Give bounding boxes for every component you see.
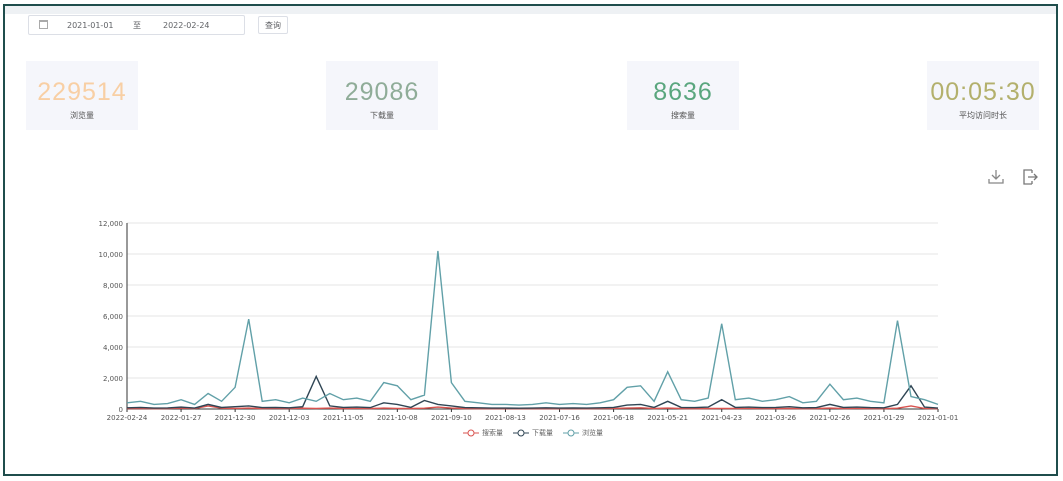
stat-value: 8636	[653, 78, 713, 106]
query-button[interactable]: 查询	[258, 16, 288, 34]
x-tick-label: 2021-10-08	[377, 414, 418, 422]
legend-marker-icon	[563, 429, 579, 437]
x-tick-label: 2021-08-13	[485, 414, 526, 422]
x-tick-label: 2022-01-27	[161, 414, 202, 422]
stat-card-downloads: 29086 下载量	[326, 61, 438, 130]
stat-card-searches: 8636 搜索量	[627, 61, 739, 130]
x-tick-label: 2021-05-21	[647, 414, 688, 422]
y-tick-label: 6,000	[103, 313, 123, 321]
x-tick-label: 2021-01-01	[918, 414, 959, 422]
dashboard-panel: 2021-01-01 至 2022-02-24 查询 229514 浏览量 29…	[3, 4, 1058, 476]
export-icon[interactable]	[1021, 168, 1039, 186]
legend-item-downloads[interactable]: 下载量	[513, 428, 553, 438]
stat-label: 平均访问时长	[959, 111, 1007, 120]
x-tick-label: 2021-11-05	[323, 414, 364, 422]
x-tick-label: 2021-06-18	[593, 414, 634, 422]
x-tick-label: 2021-07-16	[539, 414, 580, 422]
calendar-icon	[39, 20, 48, 29]
x-tick-label: 2021-09-10	[431, 414, 472, 422]
top-strip	[5, 6, 1056, 14]
x-tick-label: 2021-02-26	[810, 414, 851, 422]
x-tick-label: 2021-03-26	[755, 414, 796, 422]
y-tick-label: 4,000	[103, 344, 123, 352]
stat-label: 搜索量	[671, 111, 695, 120]
x-tick-label: 2021-12-30	[215, 414, 256, 422]
x-tick-label: 2022-02-24	[107, 414, 148, 422]
legend-label: 搜索量	[482, 429, 503, 437]
stat-value: 29086	[344, 78, 420, 106]
chart-legend: 搜索量 下载量 浏览量	[463, 428, 603, 438]
x-tick-label: 2021-01-29	[864, 414, 905, 422]
x-tick-label: 2021-04-23	[701, 414, 742, 422]
download-icon[interactable]	[987, 168, 1005, 186]
series-line-下载量	[126, 374, 939, 409]
end-date[interactable]: 2022-02-24	[163, 20, 210, 30]
stat-label: 下载量	[370, 111, 394, 120]
date-range-picker[interactable]: 2021-01-01 至 2022-02-24	[28, 15, 245, 35]
y-tick-label: 10,000	[99, 251, 124, 259]
range-separator: 至	[133, 20, 141, 30]
y-tick-label: 0	[119, 406, 123, 414]
stat-value: 00:05:30	[930, 78, 1036, 106]
series-line-浏览量	[126, 250, 939, 406]
y-tick-label: 12,000	[99, 220, 124, 228]
x-tick-label: 2021-12-03	[269, 414, 310, 422]
stat-value: 229514	[37, 78, 127, 106]
y-tick-label: 2,000	[103, 375, 123, 383]
stat-card-views: 229514 浏览量	[26, 61, 138, 130]
stat-label: 浏览量	[70, 111, 94, 120]
start-date[interactable]: 2021-01-01	[67, 20, 114, 30]
legend-item-searches[interactable]: 搜索量	[463, 428, 503, 438]
legend-marker-icon	[513, 429, 529, 437]
legend-marker-icon	[463, 429, 479, 437]
legend-label: 浏览量	[582, 429, 603, 437]
legend-label: 下载量	[532, 429, 553, 437]
legend-item-views[interactable]: 浏览量	[563, 428, 603, 438]
y-tick-label: 8,000	[103, 282, 123, 290]
stat-card-avg-duration: 00:05:30 平均访问时长	[927, 61, 1039, 130]
